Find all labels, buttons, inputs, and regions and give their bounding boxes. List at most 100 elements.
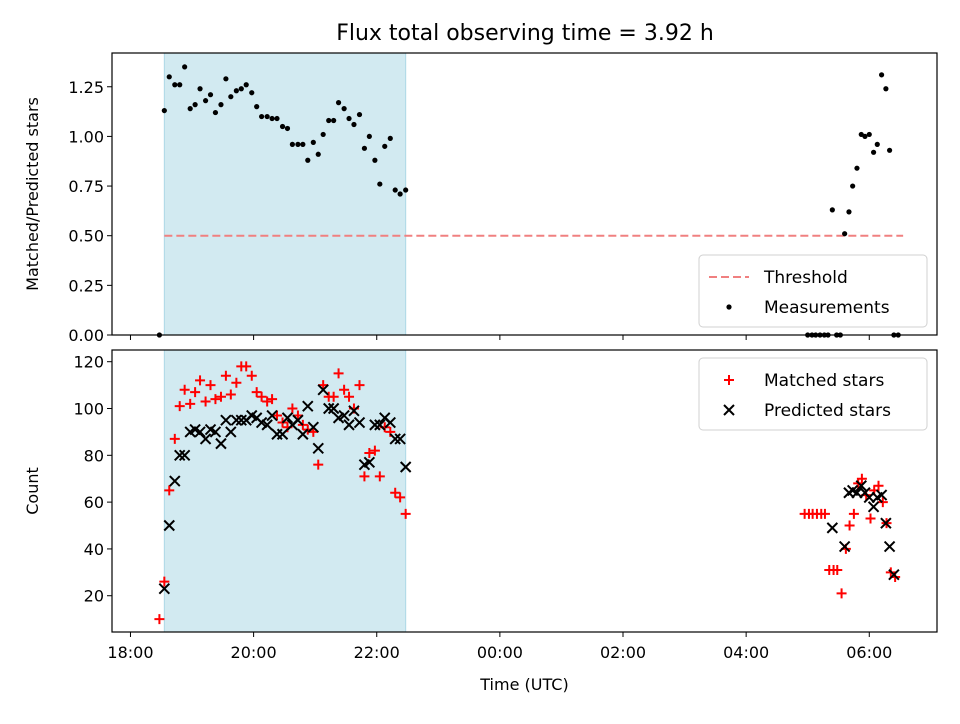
predicted-stars-point [867, 501, 880, 513]
measurements-point [850, 183, 856, 189]
predicted-stars-point [169, 475, 181, 487]
predicted-stars-point [374, 419, 386, 431]
predicted-stars-point [399, 461, 412, 473]
predicted-stars-point [394, 433, 406, 445]
measurements-point [326, 117, 332, 124]
measurements-point [284, 125, 291, 132]
matched-stars-point [159, 576, 170, 587]
matched-stars-point [873, 480, 884, 491]
predicted-stars-point [158, 582, 171, 595]
measurements-point [269, 115, 275, 122]
matched-stars-point [174, 401, 185, 412]
matched-stars-point [354, 380, 365, 391]
observing-window-span [163, 52, 407, 336]
measurements-point [228, 94, 234, 100]
measurements-point [300, 141, 306, 147]
predicted-stars-point [317, 384, 329, 396]
predicted-stars-point [292, 414, 304, 426]
y-tick-label: 20 [84, 587, 104, 606]
measurements-point [254, 104, 260, 110]
predicted-stars-point [826, 522, 839, 534]
measurements-point [295, 141, 301, 147]
matched-stars-point [364, 447, 375, 458]
matched-stars-point [164, 485, 175, 496]
matched-stars-point [400, 508, 411, 519]
measurements-point [346, 115, 352, 122]
predicted-stars-point [194, 426, 206, 438]
predicted-stars-point [855, 480, 867, 492]
measurements-point [862, 133, 868, 140]
matched-stars-point [836, 588, 847, 599]
legend-marker-swatch [726, 304, 732, 310]
predicted-stars-point [323, 402, 335, 415]
matched-stars-point [200, 396, 211, 407]
predicted-stars-point [230, 414, 243, 426]
matched-stars-point [256, 391, 267, 402]
matched-stars-point [185, 398, 196, 409]
matched-stars-point [231, 377, 242, 388]
measurements-point [397, 191, 403, 197]
predicted-stars-point [225, 426, 237, 438]
predicted-stars-point [220, 414, 232, 426]
predicted-stars-point [348, 405, 360, 417]
matched-stars-point [832, 564, 843, 575]
measurements-point [202, 98, 209, 104]
measurements-point [197, 86, 203, 92]
matched-stars-point [877, 497, 888, 508]
x-tick-label: 18:00 [107, 643, 153, 662]
predicted-stars-point [281, 412, 294, 424]
matched-stars-point [395, 492, 406, 503]
measurements-point [264, 113, 270, 120]
matched-stars-point [195, 375, 206, 386]
measurements-point [382, 143, 388, 149]
measurements-point [218, 102, 224, 108]
axes-frame [111, 349, 938, 633]
measurements-point [259, 113, 265, 120]
y-tick-label: 1.00 [68, 127, 104, 146]
measurements-point [207, 92, 214, 98]
measurements-point [320, 131, 326, 138]
matched-stars-point [205, 380, 216, 391]
measurements-point [403, 187, 409, 193]
predicted-stars-point [338, 409, 350, 422]
legend: Matched stars Predicted stars [698, 357, 928, 431]
measurements-point [172, 82, 178, 88]
measurements-point [878, 72, 885, 78]
predicted-stars-point [215, 437, 227, 450]
legend-label: Predicted stars [764, 401, 891, 421]
y-tick-label: 120 [73, 353, 104, 372]
measurements-point [866, 131, 872, 138]
measurements-point [870, 149, 877, 155]
matched-stars-point [339, 384, 350, 395]
measurements-point [387, 135, 393, 141]
measurements-point [372, 157, 378, 163]
measurements-point [177, 82, 183, 88]
measurements-point [335, 100, 342, 106]
x-tick-label: 06:00 [846, 643, 892, 662]
predicted-stars-point [888, 568, 900, 581]
measurements-point [305, 157, 311, 163]
y-tick-label: 100 [73, 400, 104, 419]
matched-stars-point [313, 459, 324, 470]
measurements-point [315, 151, 321, 157]
measurements-point [886, 147, 893, 153]
matched-stars-point [210, 394, 221, 405]
matched-stars-point [844, 520, 855, 531]
star-count-panel: 20 40 60 80 100 120 18:00 20:00 22:00 00:00 02:00 0… [23, 349, 938, 694]
x-tick-label: 20:00 [231, 643, 277, 662]
legend-label: Matched stars [764, 371, 884, 391]
legend-box [698, 254, 928, 328]
x-tick-label: 02:00 [600, 643, 646, 662]
measurements-point [223, 76, 229, 82]
measurements-point [883, 86, 889, 92]
matched-stars-point [344, 391, 355, 402]
matched-stars-point [333, 368, 344, 379]
y-tick-label: 60 [84, 493, 104, 512]
predicted-stars-point [312, 442, 324, 454]
matched-stars-point [225, 389, 236, 400]
predicted-stars-point [178, 449, 191, 462]
measurements-point [392, 187, 398, 193]
measurements-point [233, 88, 239, 94]
matched-stars-point [328, 391, 339, 402]
y-tick-label: 80 [84, 446, 104, 465]
